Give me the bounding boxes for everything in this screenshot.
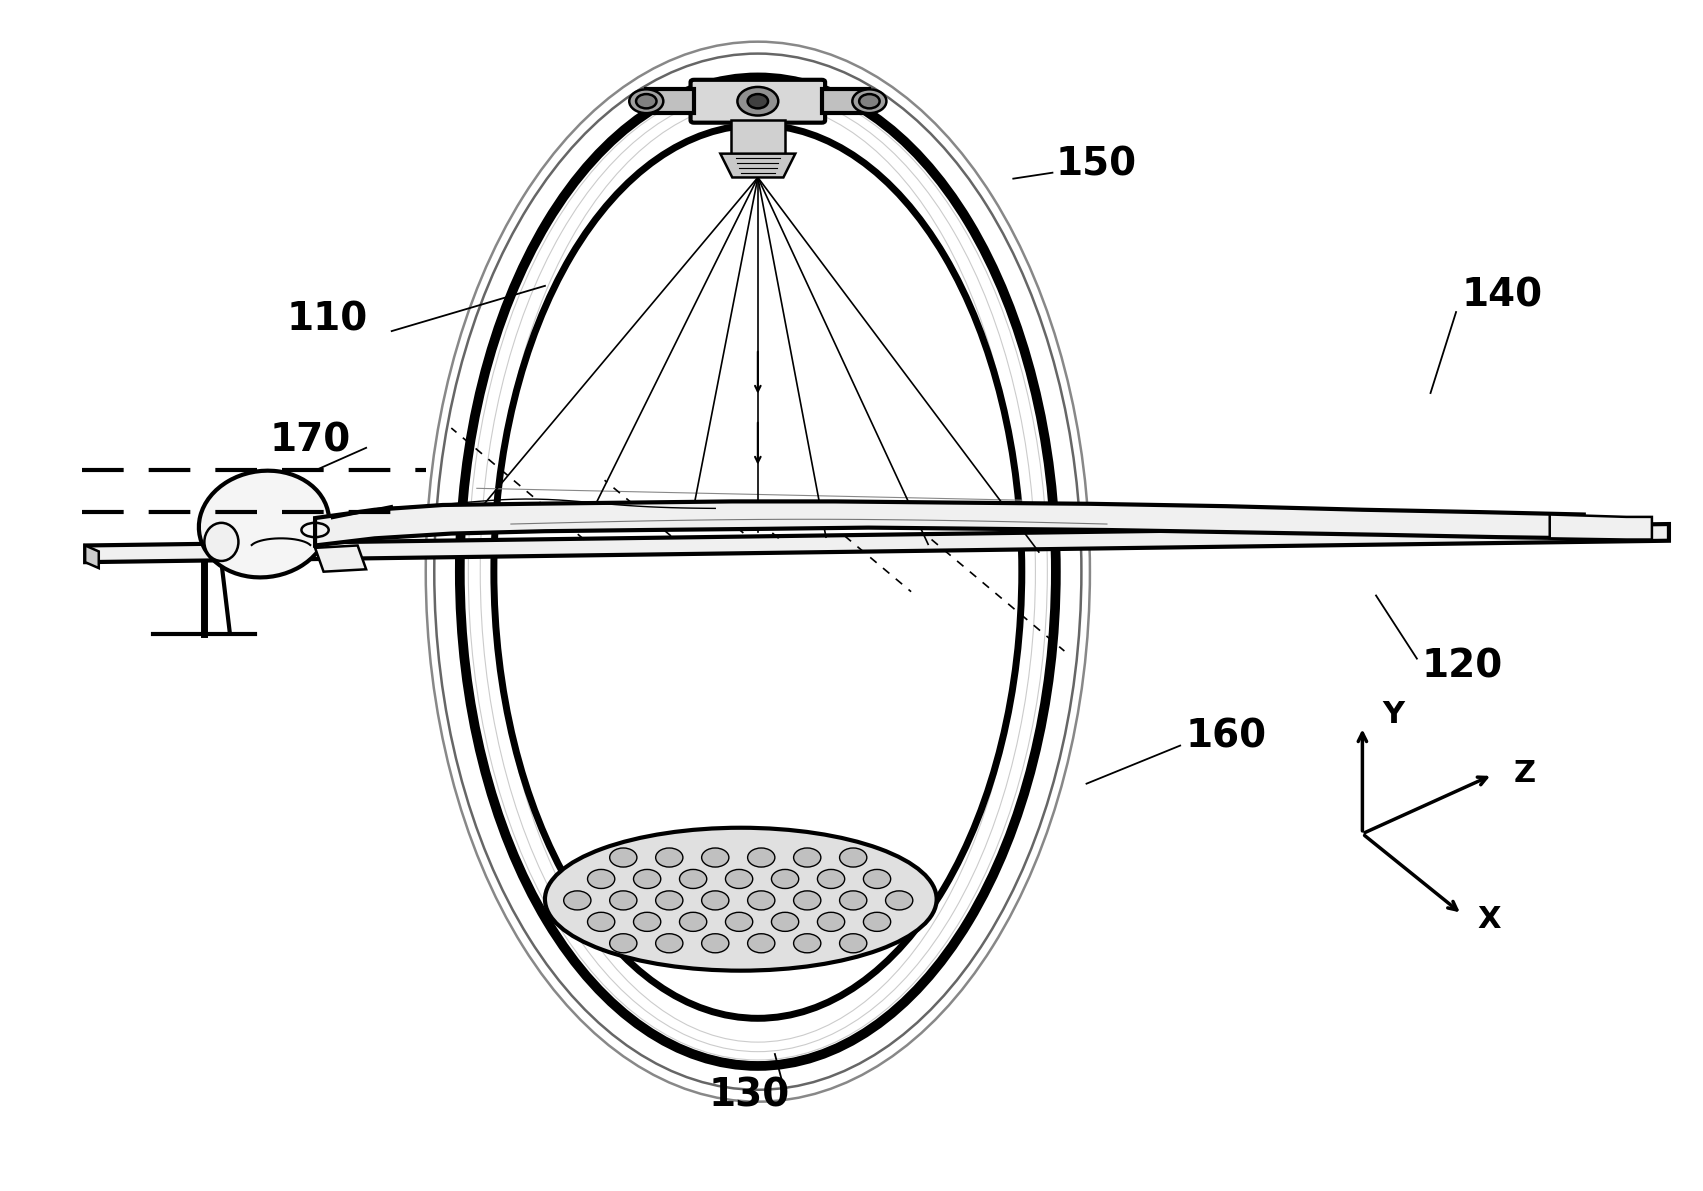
Bar xyxy=(647,89,695,113)
Circle shape xyxy=(634,912,661,931)
Circle shape xyxy=(656,891,683,910)
Circle shape xyxy=(863,912,891,931)
Circle shape xyxy=(634,869,661,888)
Text: Z: Z xyxy=(1514,759,1536,788)
Circle shape xyxy=(817,912,845,931)
Circle shape xyxy=(817,869,845,888)
Circle shape xyxy=(886,891,913,910)
Text: 140: 140 xyxy=(1461,276,1543,314)
Circle shape xyxy=(702,934,729,953)
Circle shape xyxy=(840,848,867,867)
Polygon shape xyxy=(1550,515,1652,540)
Circle shape xyxy=(794,848,821,867)
Circle shape xyxy=(794,934,821,953)
Polygon shape xyxy=(85,545,99,568)
Circle shape xyxy=(656,848,683,867)
Polygon shape xyxy=(720,154,795,177)
Bar xyxy=(821,89,869,113)
Circle shape xyxy=(702,891,729,910)
Circle shape xyxy=(748,848,775,867)
Circle shape xyxy=(610,934,637,953)
Text: 150: 150 xyxy=(1056,145,1138,183)
Circle shape xyxy=(748,934,775,953)
Text: Y: Y xyxy=(1383,700,1405,729)
Circle shape xyxy=(588,869,615,888)
Circle shape xyxy=(588,912,615,931)
Circle shape xyxy=(840,934,867,953)
Ellipse shape xyxy=(199,470,329,578)
Polygon shape xyxy=(315,501,1584,545)
Circle shape xyxy=(748,891,775,910)
Circle shape xyxy=(725,912,753,931)
Circle shape xyxy=(771,912,799,931)
Circle shape xyxy=(863,869,891,888)
Ellipse shape xyxy=(545,828,937,971)
Ellipse shape xyxy=(858,94,879,108)
Ellipse shape xyxy=(748,94,768,108)
Circle shape xyxy=(794,891,821,910)
Ellipse shape xyxy=(630,89,662,113)
Ellipse shape xyxy=(460,77,1056,1066)
Circle shape xyxy=(564,891,591,910)
Text: 130: 130 xyxy=(708,1077,790,1115)
Circle shape xyxy=(702,848,729,867)
Polygon shape xyxy=(315,545,366,572)
Circle shape xyxy=(771,869,799,888)
Text: 110: 110 xyxy=(286,300,368,338)
Circle shape xyxy=(679,869,707,888)
Text: 160: 160 xyxy=(1185,717,1267,755)
Ellipse shape xyxy=(852,89,886,113)
Circle shape xyxy=(840,891,867,910)
Circle shape xyxy=(679,912,707,931)
Ellipse shape xyxy=(637,94,656,108)
Polygon shape xyxy=(731,120,785,154)
Text: X: X xyxy=(1477,905,1500,934)
Text: 170: 170 xyxy=(269,422,351,460)
Ellipse shape xyxy=(494,125,1022,1018)
Circle shape xyxy=(656,934,683,953)
Polygon shape xyxy=(85,524,1669,562)
Ellipse shape xyxy=(204,523,238,561)
Ellipse shape xyxy=(737,87,778,116)
Circle shape xyxy=(610,848,637,867)
Circle shape xyxy=(725,869,753,888)
Circle shape xyxy=(610,891,637,910)
FancyBboxPatch shape xyxy=(691,80,826,123)
Text: 120: 120 xyxy=(1422,648,1504,686)
